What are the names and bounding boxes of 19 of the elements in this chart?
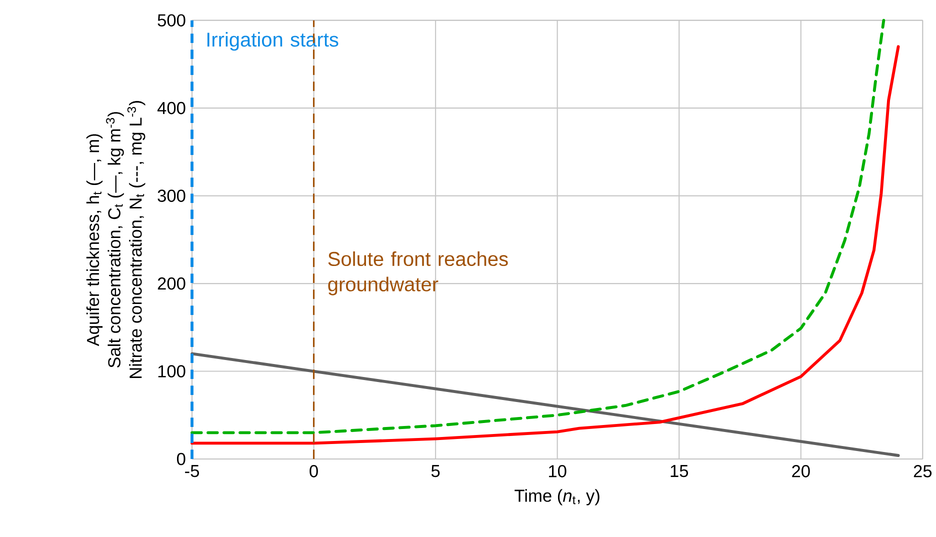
x-tick-label: 0 [310,465,318,478]
text: Nitrate concentration, N$_{t}$ (---, mg L$^{-3}$) [127,101,146,378]
y-tick-label: 100 [158,365,186,378]
x-tick-label: 15 [670,465,688,478]
text: Salt concentration, C$_{t}$ (—, kg m$^{-3}$) [106,112,124,368]
y-tick-label: 400 [157,102,186,114]
y-tick-label: 500 [158,14,186,26]
x-axis-title: Time (n$_{t}$, y) [514,489,600,506]
text: Aquifer thickness, h$_{t}$ (—, m) [86,134,103,346]
y-tick-label: 200 [158,277,186,290]
x-tick-label: 5 [431,465,440,478]
ref-line-label: Irrigation starts [207,32,338,51]
y-tick-label: 300 [158,190,186,202]
y-tick-label: 0 [176,452,186,466]
x-tick-label: -5 [185,465,199,478]
x-tick-label: 10 [549,465,566,478]
ref-line-label: Solute front reaches groundwater [328,251,508,296]
x-tick-label: 25 [914,465,932,478]
x-tick-label: 20 [792,465,810,478]
